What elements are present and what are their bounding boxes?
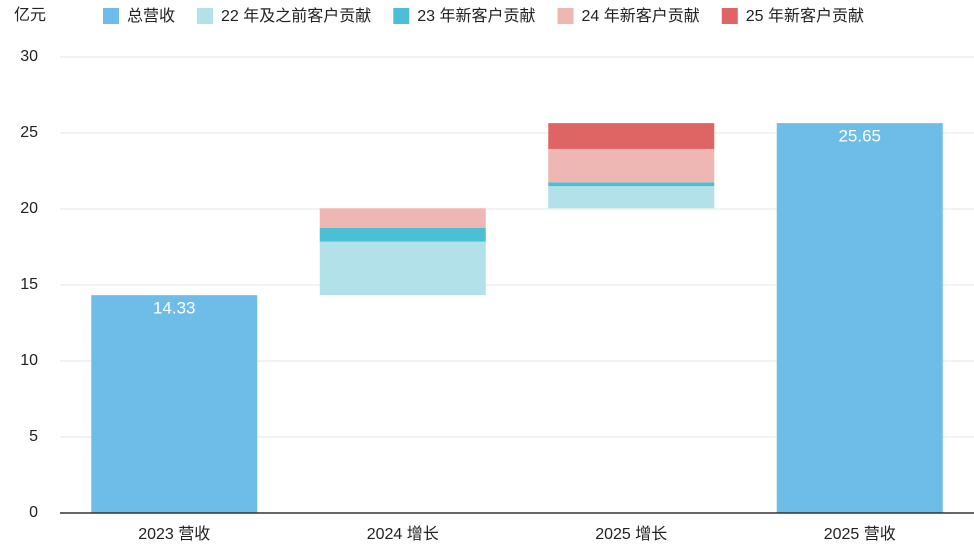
x-tick-label: 2025 营收 — [824, 525, 896, 543]
bar-segment — [548, 186, 715, 209]
value-label: 14.33 — [153, 299, 196, 318]
y-tick-label: 25 — [20, 124, 38, 141]
legend-swatch — [393, 8, 410, 24]
legend-label: 25 年新客户贡献 — [746, 7, 864, 25]
bar-segment — [319, 228, 486, 242]
legend-swatch — [557, 8, 574, 24]
legend-swatch — [103, 8, 119, 24]
bar — [91, 295, 258, 513]
x-tick-label: 2024 增长 — [367, 525, 439, 543]
bar — [776, 123, 943, 514]
bar-segment — [548, 182, 715, 187]
y-tick-label: 5 — [29, 428, 38, 445]
x-tick-label: 2023 营收 — [138, 525, 210, 543]
bar-segment — [319, 241, 486, 296]
y-tick-label: 10 — [20, 352, 38, 369]
bar-segment — [319, 208, 486, 228]
y-tick-label: 0 — [29, 504, 38, 521]
x-tick-label: 2025 增长 — [595, 525, 667, 543]
bar-segment — [548, 123, 715, 149]
y-tick-label: 30 — [20, 48, 38, 65]
y-axis-label: 亿元 — [14, 6, 46, 24]
bar-segment — [548, 148, 715, 183]
legend-swatch — [197, 8, 214, 24]
legend-label: 24 年新客户贡献 — [582, 7, 700, 25]
legend-swatch — [721, 8, 738, 24]
legend-label: 总营收 — [127, 7, 175, 25]
legend-label: 22 年及之前客户贡献 — [221, 7, 371, 25]
y-tick-label: 20 — [20, 200, 38, 217]
y-tick-label: 15 — [20, 276, 38, 293]
value-label: 25.65 — [838, 127, 881, 146]
legend-label: 23 年新客户贡献 — [417, 7, 535, 25]
